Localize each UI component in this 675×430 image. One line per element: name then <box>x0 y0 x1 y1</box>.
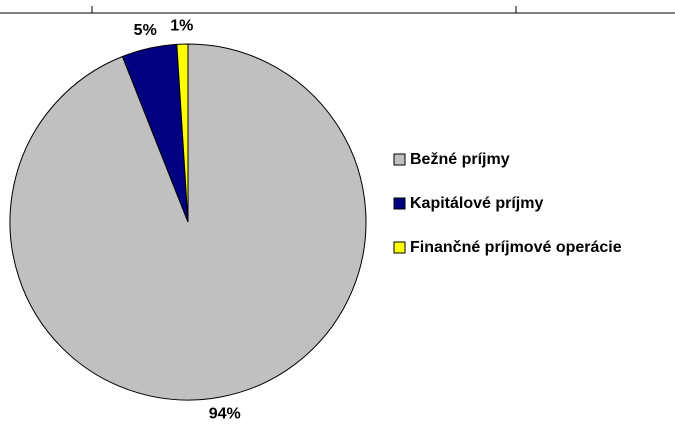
slice-label: 1% <box>170 17 193 34</box>
legend-label: Bežné príjmy <box>410 151 510 168</box>
slice-label: 5% <box>134 22 157 39</box>
legend-swatch <box>393 153 406 166</box>
pie-slice <box>176 43 189 223</box>
legend-swatch <box>393 241 406 254</box>
slice-label: 94% <box>209 406 241 423</box>
legend-label: Kapitálové príjmy <box>410 195 543 212</box>
legend-label: Finančné príjmové operácie <box>410 239 622 256</box>
legend-swatch <box>393 197 406 210</box>
pie-slice <box>9 43 367 401</box>
